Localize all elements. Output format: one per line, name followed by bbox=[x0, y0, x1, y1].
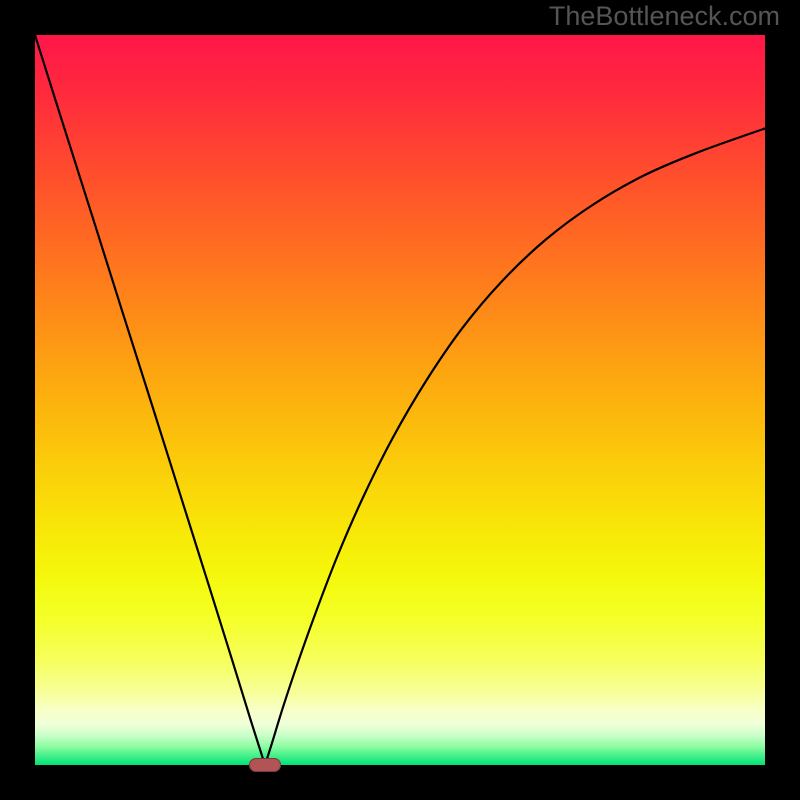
chart-frame: TheBottleneck.com bbox=[0, 0, 800, 800]
bottleneck-curve bbox=[35, 35, 765, 765]
watermark-label: TheBottleneck.com bbox=[549, 1, 780, 32]
plot-area bbox=[35, 35, 765, 765]
minimum-marker bbox=[249, 758, 281, 773]
